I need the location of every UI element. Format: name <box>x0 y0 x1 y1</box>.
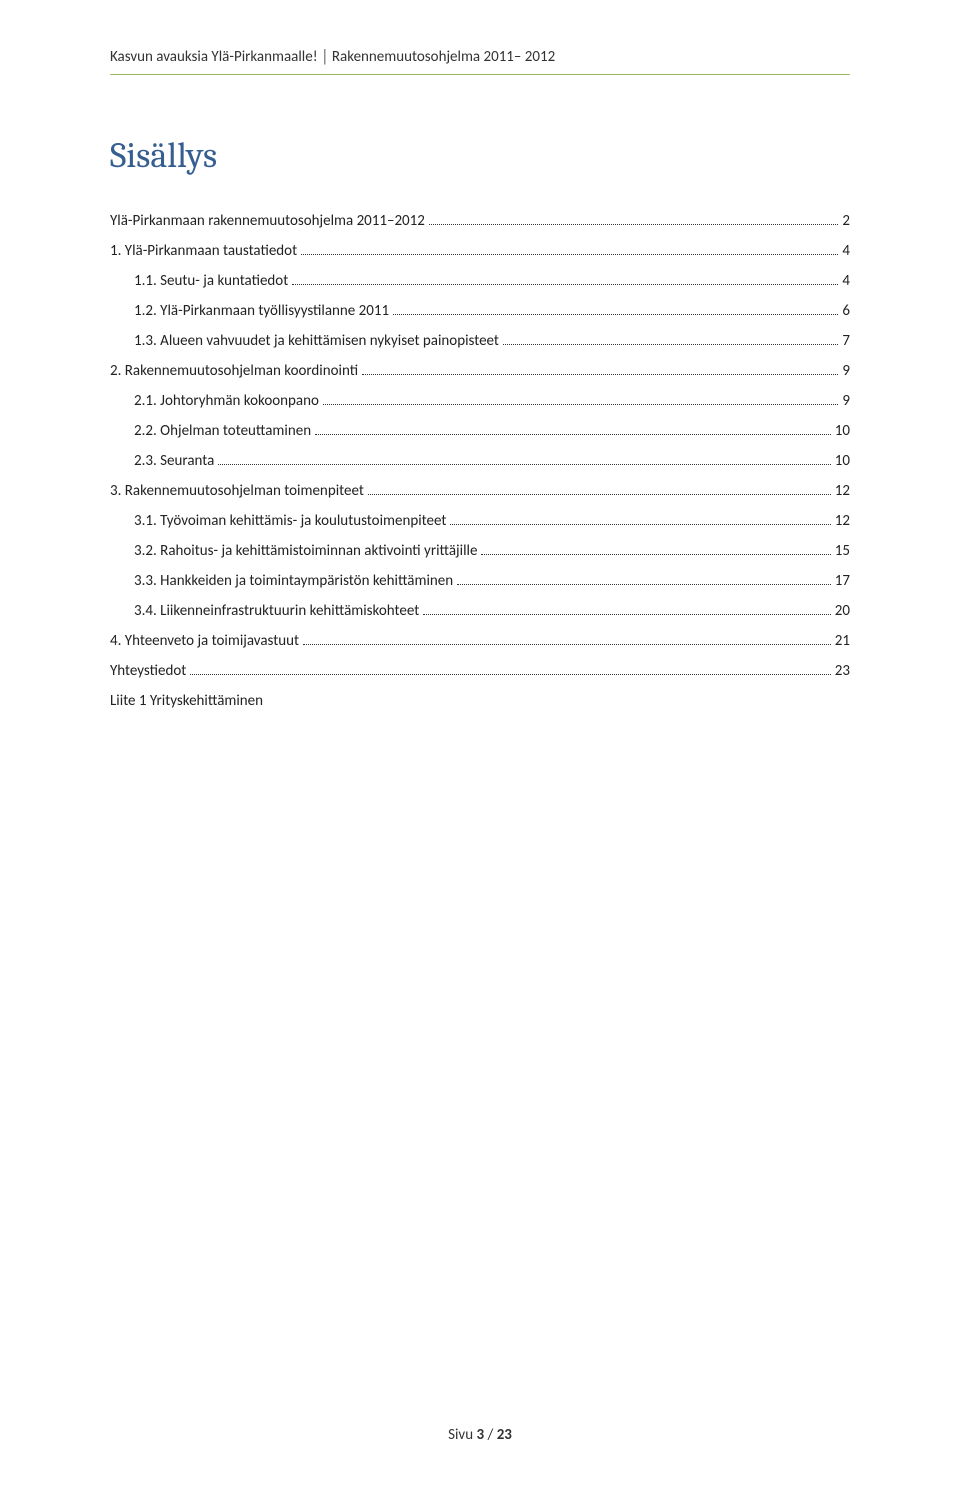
toc-entry-label: 1.3. Alueen vahvuudet ja kehittämisen ny… <box>134 332 499 350</box>
toc-entry[interactable]: Ylä-Pirkanmaan rakennemuutosohjelma 2011… <box>110 212 850 230</box>
toc-entry[interactable]: 3.2. Rahoitus- ja kehittämistoiminnan ak… <box>110 542 850 560</box>
toc-entry[interactable]: 3. Rakennemuutosohjelman toimenpiteet 12 <box>110 482 850 500</box>
toc-entry-page: 23 <box>835 662 850 680</box>
toc-entry-page: 9 <box>842 362 850 380</box>
toc-leader-dots <box>393 314 838 315</box>
toc-entry-label: 2.1. Johtoryhmän kokoonpano <box>134 392 319 410</box>
toc-entry-label: 3.3. Hankkeiden ja toimintaympäristön ke… <box>134 572 453 590</box>
toc-entry-page: 9 <box>842 392 850 410</box>
footer-total-pages: 23 <box>497 1426 512 1444</box>
toc-leader-dots <box>481 554 830 555</box>
toc-leader-dots <box>423 614 831 615</box>
toc-entry[interactable]: 2.2. Ohjelman toteuttaminen 10 <box>110 422 850 440</box>
toc-entry-label: 1.1. Seutu- ja kuntatiedot <box>134 272 288 290</box>
toc-entry[interactable]: 2.3. Seuranta 10 <box>110 452 850 470</box>
document-page: Kasvun avauksia Ylä-Pirkanmaalle! │ Rake… <box>0 0 960 710</box>
footer-label: Sivu <box>448 1426 473 1444</box>
header-right: Rakennemuutosohjelma 2011– 2012 <box>332 48 555 66</box>
toc-entry-label: 4. Yhteenveto ja toimijavastuut <box>110 632 299 650</box>
toc-entry[interactable]: 3.3. Hankkeiden ja toimintaympäristön ke… <box>110 572 850 590</box>
toc-entry[interactable]: Yhteystiedot 23 <box>110 662 850 680</box>
table-of-contents: Ylä-Pirkanmaan rakennemuutosohjelma 2011… <box>110 212 850 710</box>
toc-entry-page: 6 <box>842 302 850 320</box>
toc-leader-dots <box>450 524 830 525</box>
toc-entry-label: 2. Rakennemuutosohjelman koordinointi <box>110 362 358 380</box>
toc-entry-label: Yhteystiedot <box>110 662 186 680</box>
toc-leader-dots <box>457 584 831 585</box>
toc-entry-page: 10 <box>835 422 850 440</box>
toc-leader-dots <box>429 224 839 225</box>
toc-entry-label: 2.2. Ohjelman toteuttaminen <box>134 422 311 440</box>
page-footer: Sivu 3 / 23 <box>0 1426 960 1444</box>
toc-entry-page: 4 <box>842 272 850 290</box>
footer-separator: / <box>488 1426 494 1444</box>
toc-entry[interactable]: 3.4. Liikenneinfrastruktuurin kehittämis… <box>110 602 850 620</box>
toc-leader-dots <box>503 344 838 345</box>
toc-entry-page: 12 <box>835 482 850 500</box>
toc-entry-page: 15 <box>835 542 850 560</box>
toc-entry-label: 1. Ylä-Pirkanmaan taustatiedot <box>110 242 297 260</box>
toc-entry-label: 3.4. Liikenneinfrastruktuurin kehittämis… <box>134 602 419 620</box>
toc-entry-page: 2 <box>842 212 850 230</box>
toc-entry-label: 2.3. Seuranta <box>134 452 214 470</box>
header-rule <box>110 74 850 75</box>
toc-leader-dots <box>362 374 838 375</box>
toc-entry-page: 7 <box>842 332 850 350</box>
footer-current-page: 3 <box>476 1426 484 1444</box>
toc-leader-dots <box>303 644 831 645</box>
toc-entry-label: 3.2. Rahoitus- ja kehittämistoiminnan ak… <box>134 542 477 560</box>
header-left: Kasvun avauksia Ylä-Pirkanmaalle! <box>110 48 318 66</box>
toc-entry-label: Liite 1 Yrityskehittäminen <box>110 692 263 710</box>
toc-entry[interactable]: 1.3. Alueen vahvuudet ja kehittämisen ny… <box>110 332 850 350</box>
toc-leader-dots <box>315 434 831 435</box>
page-header: Kasvun avauksia Ylä-Pirkanmaalle! │ Rake… <box>110 48 850 66</box>
toc-entry[interactable]: 1.2. Ylä-Pirkanmaan työllisyystilanne 20… <box>110 302 850 320</box>
toc-leader-dots <box>190 674 831 675</box>
toc-entry[interactable]: 4. Yhteenveto ja toimijavastuut 21 <box>110 632 850 650</box>
toc-leader-dots <box>368 494 831 495</box>
toc-entry[interactable]: 1. Ylä-Pirkanmaan taustatiedot 4 <box>110 242 850 260</box>
toc-entry-label: 3.1. Työvoiman kehittämis- ja koulutusto… <box>134 512 446 530</box>
toc-entry-page: 17 <box>835 572 850 590</box>
toc-leader-dots <box>323 404 838 405</box>
toc-entry-page: 4 <box>842 242 850 260</box>
toc-entry-label: 1.2. Ylä-Pirkanmaan työllisyystilanne 20… <box>134 302 389 320</box>
toc-entry[interactable]: 2.1. Johtoryhmän kokoonpano 9 <box>110 392 850 410</box>
toc-leader-dots <box>292 284 838 285</box>
toc-entry-page: 12 <box>835 512 850 530</box>
toc-entry[interactable]: 1.1. Seutu- ja kuntatiedot 4 <box>110 272 850 290</box>
toc-entry[interactable]: 3.1. Työvoiman kehittämis- ja koulutusto… <box>110 512 850 530</box>
toc-entry-page: 20 <box>835 602 850 620</box>
header-separator: │ <box>321 48 329 66</box>
toc-entry-label: 3. Rakennemuutosohjelman toimenpiteet <box>110 482 364 500</box>
toc-entry-label: Ylä-Pirkanmaan rakennemuutosohjelma 2011… <box>110 212 425 230</box>
toc-leader-dots <box>218 464 831 465</box>
toc-entry[interactable]: Liite 1 Yrityskehittäminen <box>110 692 850 710</box>
toc-title: Sisällys <box>110 135 850 176</box>
toc-entry-page: 21 <box>835 632 850 650</box>
toc-leader-dots <box>301 254 838 255</box>
toc-entry-page: 10 <box>835 452 850 470</box>
toc-entry[interactable]: 2. Rakennemuutosohjelman koordinointi 9 <box>110 362 850 380</box>
